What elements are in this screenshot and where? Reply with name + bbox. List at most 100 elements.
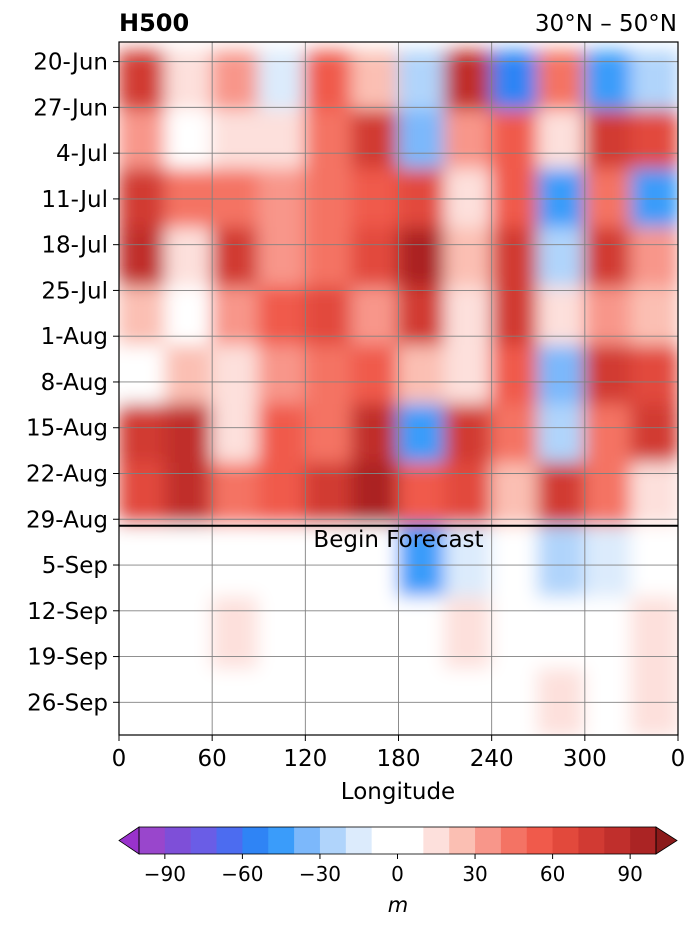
heatmap-cell-52 [304,286,353,348]
heatmap-cell-91 [444,462,493,527]
heatmap-cell-68 [490,345,540,406]
x-tick-label-2: 120 [283,746,327,772]
heatmap-cell-6 [397,50,447,112]
heatmap-cell-88 [304,462,353,527]
heatmap-cell-97 [164,524,214,599]
heatmap-cell-131 [630,668,678,735]
heatmap-cell-67 [444,345,493,406]
heatmap-cell-72 [119,403,167,465]
heatmap-cell-109 [164,596,214,671]
heatmap-cell-39 [257,227,307,289]
heatmap-cell-14 [211,109,260,171]
heatmap-cell-40 [304,227,353,289]
heatmap-cell-114 [397,596,447,671]
heatmap-cell-108 [119,596,167,671]
heatmap-cell-0 [119,50,167,112]
colorbar-extend-low [118,826,140,855]
heatmap-cell-107 [630,524,678,599]
colorbar-swatch-7 [319,827,347,854]
heatmap-cell-118 [583,596,633,671]
heatmap-cell-46 [583,227,633,289]
heatmap-cell-85 [164,462,214,527]
heatmap-cell-122 [211,668,260,735]
heatmap-cell-38 [211,227,260,289]
heatmap-cell-123 [257,668,307,735]
heatmap-cell-41 [350,227,400,289]
forecast-annotation: Begin Forecast [313,527,483,553]
chart-region-subtitle: 30°N – 50°N [535,11,677,37]
heatmap-cell-64 [304,345,353,406]
y-tick-label-4: 18-Jul [41,233,108,259]
heatmap-cell-45 [537,227,586,289]
heatmap-cell-53 [350,286,400,348]
heatmap-cell-79 [444,403,493,465]
y-tick-label-8: 15-Aug [26,416,108,442]
chart-title: H500 [119,9,189,37]
heatmap-cell-129 [537,668,586,735]
y-tick-label-6: 1-Aug [41,324,108,350]
heatmap-cell-86 [211,462,260,527]
x-tick-label-6: 0 [671,746,686,772]
heatmap-cell-95 [630,462,678,527]
heatmap-cell-111 [257,596,307,671]
y-tick-label-3: 11-Jul [41,187,108,213]
y-tick-label-5: 25-Jul [41,278,108,304]
heatmap-cell-59 [630,286,678,348]
heatmap-cell-78 [397,403,447,465]
heatmap-cell-36 [119,227,167,289]
heatmap-cell-1 [164,50,214,112]
heatmap-cell-113 [350,596,400,671]
heatmap-cell-12 [119,109,167,171]
colorbar-swatch-16 [578,827,605,854]
heatmap-cell-116 [490,596,540,671]
heatmap-cell-71 [630,345,678,406]
heatmap-cell-66 [397,345,447,406]
heatmap-cell-73 [164,403,214,465]
heatmap-cell-18 [397,109,447,171]
heatmap-cell-104 [490,524,540,599]
heatmap-cell-63 [257,345,307,406]
heatmap-cell-70 [583,345,633,406]
heatmap-cell-60 [119,345,167,406]
colorbar-tick-label-5: 60 [540,862,565,886]
heatmap-cell-89 [350,462,400,527]
colorbar-swatch-8 [345,827,373,854]
y-tick-label-2: 4-Jul [56,141,108,167]
colorbar-swatch-6 [294,827,321,854]
colorbar-swatch-0 [139,827,166,854]
x-tick-label-0: 0 [112,746,127,772]
heatmap-cell-115 [444,596,493,671]
colorbar-swatch-18 [630,827,657,854]
heatmap-cell-65 [350,345,400,406]
heatmap-cell-93 [537,462,586,527]
colorbar-tick-label-2: −30 [299,862,341,886]
colorbar-swatch-17 [604,827,631,854]
heatmap-cell-128 [490,668,540,735]
heatmap-cell-84 [119,462,167,527]
heatmap-cell-9 [537,50,586,112]
x-tick-label-5: 300 [563,746,607,772]
colorbar-label: m [388,893,408,917]
colorbar-swatch-5 [268,827,295,854]
colorbar-tick-label-6: 90 [617,862,642,886]
heatmap-cell-57 [537,286,586,348]
heatmap-cell-43 [444,227,493,289]
heatmap-cell-125 [350,668,400,735]
x-tick-label-1: 60 [198,746,227,772]
heatmap-cell-48 [119,286,167,348]
heatmap-cell-11 [630,50,678,112]
colorbar-extend-high [655,826,678,855]
heatmap-cell-119 [630,596,678,671]
colorbar-tick-label-3: 0 [391,862,404,886]
heatmap-cell-98 [211,524,260,599]
heatmap-cell-130 [583,668,633,735]
heatmap-cell-126 [397,668,447,735]
heatmap-cell-99 [257,524,307,599]
heatmap-cell-120 [119,668,167,735]
heatmap-cell-22 [583,109,633,171]
heatmap-cell-103 [444,524,493,599]
colorbar-swatch-1 [164,827,192,854]
y-tick-label-14: 26-Sep [27,690,108,716]
x-axis-label: Longitude [341,779,455,805]
y-tick-label-1: 27-Jun [33,95,108,121]
